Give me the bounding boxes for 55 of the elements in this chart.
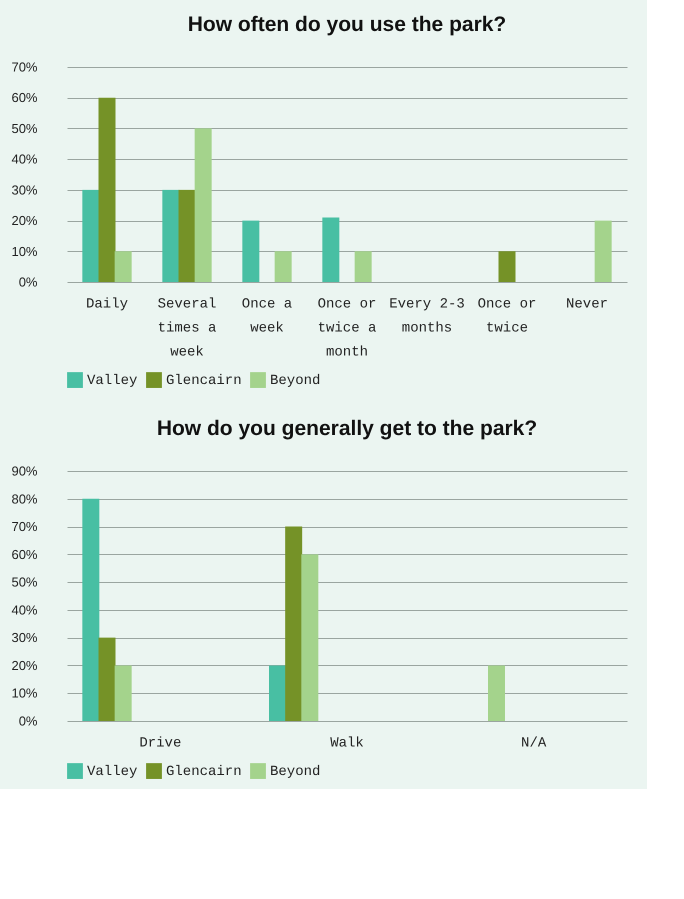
bar — [274, 251, 292, 282]
bar — [82, 190, 100, 282]
bar — [594, 220, 612, 282]
y-tick-label: 40% — [11, 152, 38, 167]
bar — [82, 498, 100, 721]
bar — [488, 665, 505, 721]
legend-label: Glencairn — [166, 764, 242, 780]
y-tick-label: 10% — [11, 686, 38, 701]
bar — [269, 665, 286, 721]
y-tick-label: 10% — [11, 244, 38, 259]
x-tick-label: Every 2-3 months — [389, 296, 465, 336]
bar — [178, 190, 196, 282]
bar — [354, 251, 372, 282]
y-tick-label: 60% — [11, 546, 38, 562]
bar — [322, 218, 340, 282]
y-tick-label: 80% — [11, 491, 38, 506]
y-tick-label: 0% — [18, 274, 38, 290]
y-tick-label: 50% — [11, 120, 38, 136]
y-tick-label: 30% — [11, 182, 38, 198]
legend-label: Beyond — [270, 373, 320, 390]
legend-label: Valley — [87, 373, 138, 390]
legend-label: Valley — [87, 764, 138, 780]
x-tick-label: Several times a week — [158, 296, 216, 360]
legend-label: Beyond — [270, 764, 320, 780]
bar — [285, 526, 302, 721]
x-tick-label: Never — [566, 296, 608, 312]
y-tick-label: 90% — [11, 464, 38, 478]
y-tick-label: 30% — [11, 630, 38, 646]
bar — [98, 98, 116, 282]
y-tick-label: 60% — [11, 90, 38, 106]
y-tick-label: 0% — [18, 714, 38, 728]
legend-label: Glencairn — [166, 373, 242, 390]
x-tick-label: N/A — [521, 736, 547, 752]
bar — [98, 638, 116, 721]
bar — [114, 665, 132, 721]
bar — [498, 251, 516, 282]
bar — [301, 554, 318, 721]
y-tick-label: 20% — [11, 658, 38, 673]
y-tick-label: 20% — [11, 213, 38, 228]
bar — [114, 251, 132, 282]
y-tick-label: 70% — [11, 519, 38, 534]
bar — [242, 220, 260, 282]
chart-title: How often do you use the park? — [188, 13, 506, 36]
x-tick-label: Drive — [139, 736, 182, 752]
x-tick-label: Once or twice — [478, 296, 536, 336]
y-tick-label: 50% — [11, 574, 38, 590]
chart-title: How do you generally get to the park? — [156, 417, 538, 440]
y-tick-label: 70% — [11, 60, 38, 74]
y-tick-label: 40% — [11, 602, 38, 618]
x-tick-label: Daily — [86, 296, 128, 312]
x-tick-label: Walk — [330, 736, 364, 752]
x-tick-label: Once a week — [242, 296, 292, 336]
x-tick-label: Once or twice a month — [318, 296, 376, 360]
bar — [162, 190, 180, 282]
bar — [194, 128, 212, 282]
